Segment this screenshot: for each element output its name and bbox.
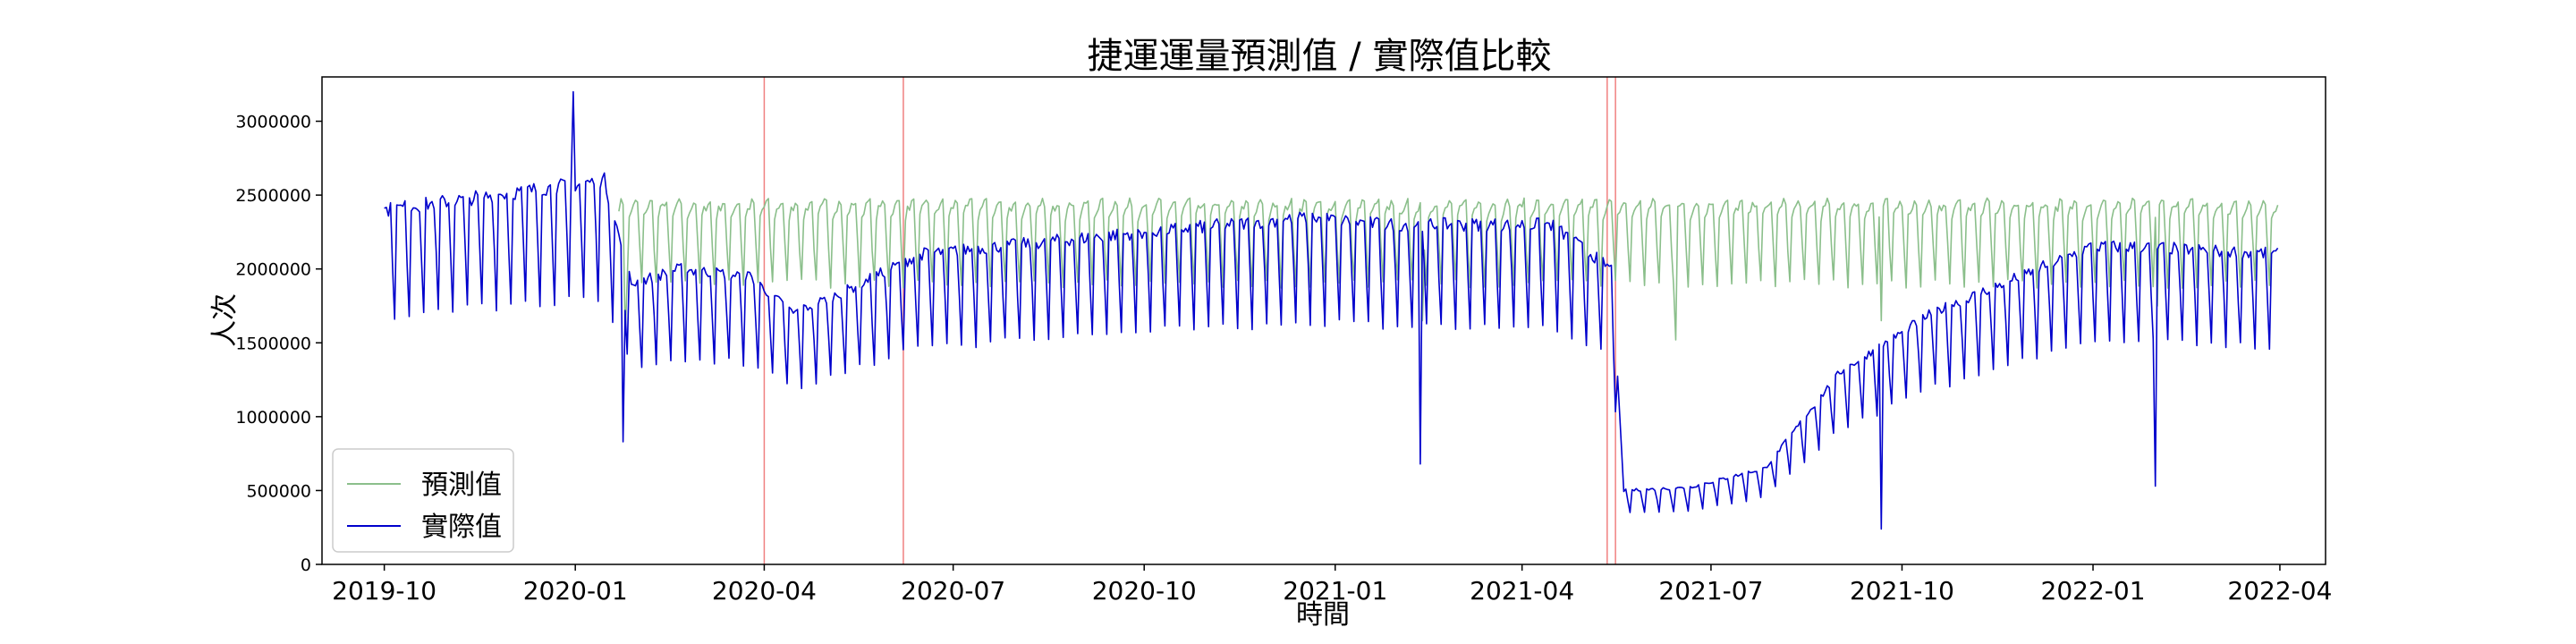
y-axis-label: 人次: [209, 293, 241, 347]
x-tick-label: 2020-04: [712, 576, 817, 606]
plot-frame: [321, 76, 2326, 565]
x-tick-label: 2021-01: [1283, 576, 1387, 606]
y-tick-label: 3000000: [235, 113, 311, 132]
y-tick-label: 0: [301, 555, 311, 575]
series-line-actual: [384, 90, 2279, 530]
y-tick-label: 2500000: [235, 186, 311, 206]
x-tick-label: 2022-01: [2041, 576, 2146, 606]
series-line-predicted: [618, 197, 2279, 341]
legend-label-predicted: 預測值: [421, 470, 502, 501]
x-tick-label: 2020-10: [1092, 576, 1197, 606]
y-tick-label: 1500000: [235, 334, 311, 353]
legend: 預測值 實際值: [332, 448, 514, 553]
x-tick-label: 2020-07: [901, 576, 1005, 606]
y-tick-label: 500000: [246, 481, 311, 501]
x-axis: 2019-10 2020-01 2020-04 2020-07 2020-10 2021-…: [332, 564, 2332, 606]
x-tick-label: 2019-10: [332, 576, 436, 606]
x-tick-label: 2022-04: [2227, 576, 2332, 606]
x-tick-label: 2021-04: [1470, 576, 1574, 606]
x-tick-label: 2021-10: [1850, 576, 1954, 606]
marker-lines: [763, 77, 1616, 564]
series-lines: [384, 90, 2279, 530]
legend-label-actual: 實際值: [421, 512, 502, 543]
y-tick-label: 1000000: [235, 408, 311, 428]
x-tick-label: 2020-01: [523, 576, 628, 606]
y-axis: 0 500000 1000000 1500000 2000000 2500000 30000…: [235, 113, 322, 575]
y-tick-label: 2000000: [235, 260, 311, 280]
x-axis-label: 時間: [1296, 599, 1350, 631]
x-tick-label: 2021-07: [1658, 576, 1763, 606]
chart-title: 捷運運量預測值 / 實際值比較: [1088, 36, 1552, 77]
